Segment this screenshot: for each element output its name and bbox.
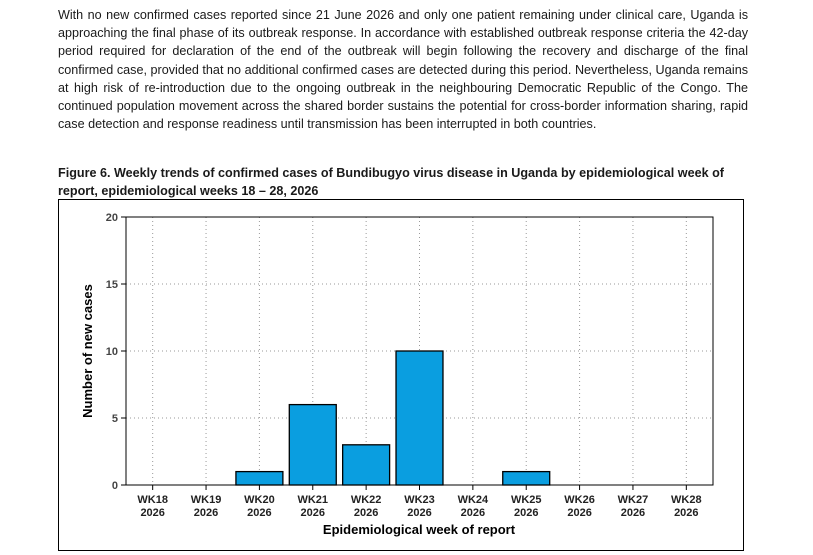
- x-tick-label: WK24 2026: [458, 494, 489, 519]
- x-tick-label: WK25 2026: [511, 494, 542, 519]
- x-tick-label: WK21 2026: [297, 494, 328, 519]
- x-tick-label: WK23 2026: [404, 494, 435, 519]
- x-tick-label: WK19 2026: [191, 494, 222, 519]
- grid-layer: [126, 216, 713, 485]
- x-tick-label: WK27 2026: [618, 494, 649, 519]
- x-tick-label: WK22 2026: [351, 494, 382, 519]
- body-paragraph: With no new confirmed cases reported sin…: [58, 8, 748, 132]
- x-tick-label: WK20 2026: [244, 494, 275, 519]
- y-tick-label: 0: [112, 480, 118, 492]
- y-tick-label: 20: [106, 212, 118, 224]
- bar: [235, 470, 284, 486]
- y-tick-label: 5: [112, 413, 118, 425]
- y-tick-label: 15: [106, 279, 118, 291]
- figure-title: Figure 6. Weekly trends of confirmed cas…: [58, 166, 724, 199]
- bar-chart: 0 5 10 15 20 WK18 2026 WK19 2026 WK20 2026 WK21 2026…: [80, 212, 714, 537]
- y-axis-label: Number of new cases: [80, 284, 95, 418]
- x-tick-label: WK18 2026: [137, 494, 168, 519]
- x-tick-label: WK26 2026: [564, 494, 595, 519]
- bar-layer: [235, 350, 551, 486]
- x-tick-label: WK28 2026: [671, 494, 702, 519]
- bar: [502, 470, 551, 486]
- bar: [395, 350, 444, 486]
- chart-frame: 0 5 10 15 20 WK18 2026 WK19 2026 WK20 2026 WK21 2026…: [58, 199, 744, 551]
- bar: [342, 444, 391, 486]
- axis-layer: 0 5 10 15 20 WK18 2026 WK19 2026 WK20 2026 WK21 2026…: [106, 212, 702, 519]
- x-axis-label: Epidemiological week of report: [323, 522, 516, 537]
- bar: [288, 403, 337, 486]
- y-tick-label: 10: [106, 346, 118, 358]
